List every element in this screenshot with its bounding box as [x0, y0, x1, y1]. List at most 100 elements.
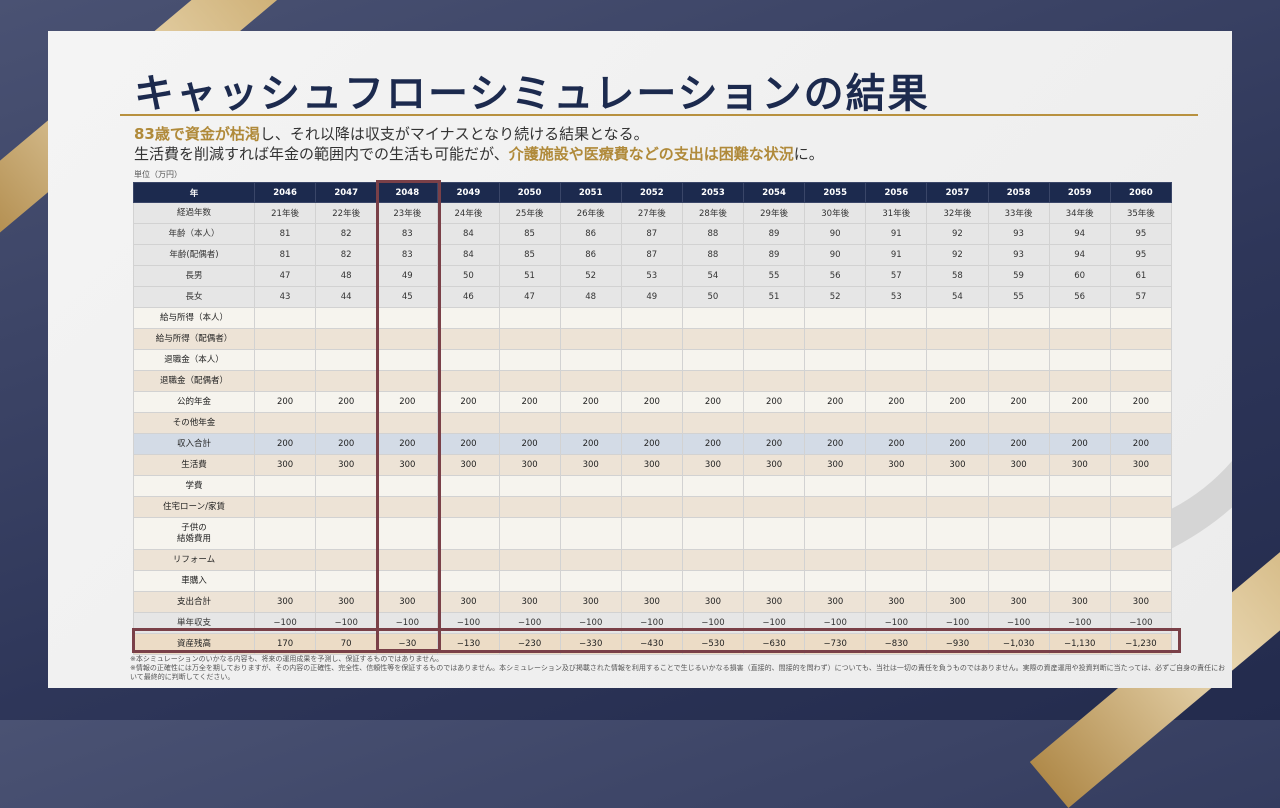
table-cell	[742, 496, 806, 518]
table-cell: −930	[926, 633, 989, 655]
table-cell: 85	[498, 223, 561, 245]
table-cell: 43	[253, 286, 317, 308]
table-cell: 28年後	[681, 202, 745, 224]
table-cell	[559, 549, 622, 571]
table-cell	[437, 496, 500, 518]
table-cell: 200	[926, 433, 989, 455]
table-cell: −100	[1109, 612, 1173, 634]
table-cell	[315, 549, 378, 571]
table-cell: 84	[437, 244, 500, 266]
table-cell: 22年後	[315, 202, 378, 224]
table-cell: 30年後	[804, 202, 867, 224]
table-cell: 300	[620, 591, 683, 613]
table-cell: 94	[1048, 244, 1111, 266]
table-cell	[987, 570, 1050, 592]
table-cell	[1109, 328, 1173, 350]
table-cell: −100	[437, 612, 500, 634]
table-cell: 300	[1048, 591, 1111, 613]
table-cell	[253, 307, 317, 329]
table-cell	[1109, 370, 1173, 392]
table-cell: 300	[253, 454, 317, 476]
table-cell	[620, 412, 683, 434]
table-cell: 200	[1048, 391, 1111, 413]
column-header: 2046	[253, 182, 317, 203]
table-cell	[559, 307, 622, 329]
table-cell: 83	[376, 244, 439, 266]
table-cell: 300	[804, 591, 867, 613]
table-cell	[315, 496, 378, 518]
table-cell	[1109, 549, 1173, 571]
table-cell	[376, 328, 439, 350]
table-cell	[865, 517, 928, 550]
footnote: ※情報の正確性には万全を期しておりますが、その内容の正確性、完全性、信頼性等を保…	[130, 664, 1226, 681]
table-cell	[315, 349, 378, 371]
table-cell: 300	[559, 591, 622, 613]
table-cell: −100	[559, 612, 622, 634]
table-row: 長男 47 48 49 50 51 52 53 54 55 56 57 58 59 60 61	[133, 265, 1173, 287]
table-cell	[865, 328, 928, 350]
table-cell: 45	[376, 286, 439, 308]
table-cell	[1048, 349, 1111, 371]
table-cell	[620, 549, 683, 571]
table-cell: 300	[1109, 454, 1173, 476]
table-cell: 29年後	[742, 202, 806, 224]
table-cell	[315, 412, 378, 434]
table-cell: 95	[1109, 244, 1173, 266]
footnote: ※本シミュレーションのいかなる内容も、将来の運用成果を予測し、保証するものではあ…	[130, 655, 444, 663]
table-row: 公的年金 200 200 200 200 200 200 200 200 200 200 200 200…	[133, 391, 1173, 413]
table-cell	[1109, 496, 1173, 518]
table-cell: −100	[1048, 612, 1111, 634]
table-cell: −100	[376, 612, 439, 634]
table-cell: 200	[315, 391, 378, 413]
table-cell: −1,030	[987, 633, 1050, 655]
table-cell	[681, 570, 745, 592]
table-cell	[498, 328, 561, 350]
table-cell: −630	[742, 633, 806, 655]
table-cell: 93	[987, 244, 1050, 266]
table-cell: 200	[987, 391, 1050, 413]
row-label: 資産残高	[133, 633, 255, 655]
table-cell: 59	[987, 265, 1050, 287]
column-header: 2054	[742, 182, 806, 203]
table-cell: 200	[742, 433, 806, 455]
table-cell	[376, 370, 439, 392]
column-header: 2059	[1048, 182, 1111, 203]
table-row: 年齢（本人） 81 82 83 84 85 86 87 88 89 90 91 92 93 94 95	[133, 223, 1173, 245]
table-cell: 300	[376, 591, 439, 613]
table-cell: 27年後	[620, 202, 683, 224]
table-cell	[376, 570, 439, 592]
table-cell: 53	[865, 286, 928, 308]
table-cell	[926, 412, 989, 434]
table-cell: −330	[559, 633, 622, 655]
table-cell: 170	[253, 633, 317, 655]
table-row: 住宅ローン/家賃	[133, 496, 1173, 518]
table-cell: −100	[681, 612, 745, 634]
table-cell	[498, 549, 561, 571]
table-cell	[376, 307, 439, 329]
column-header: 年	[133, 182, 255, 203]
row-label: 長男	[133, 265, 255, 287]
table-cell: 82	[315, 244, 378, 266]
table-cell	[987, 475, 1050, 497]
table-cell: −100	[987, 612, 1050, 634]
table-cell: 300	[1109, 591, 1173, 613]
table-cell: 300	[926, 454, 989, 476]
table-cell: −1,230	[1109, 633, 1173, 655]
table-cell: 200	[315, 433, 378, 455]
table-cell	[253, 549, 317, 571]
table-cell: 200	[253, 391, 317, 413]
table-cell: 300	[681, 454, 745, 476]
table-row: 経過年数 21年後 22年後 23年後 24年後 25年後 26年後 27年後 28年後 29年後…	[133, 202, 1173, 224]
table-row: 退職金（配偶者）	[133, 370, 1173, 392]
table-cell: 21年後	[253, 202, 317, 224]
row-label: 経過年数	[133, 202, 255, 224]
table-cell: 200	[681, 433, 745, 455]
table-cell: 200	[253, 433, 317, 455]
row-label: 年齢（本人）	[133, 223, 255, 245]
table-row: 学費	[133, 475, 1173, 497]
table-cell	[926, 475, 989, 497]
table-cell	[376, 412, 439, 434]
table-cell: 60	[1048, 265, 1111, 287]
table-cell: 34年後	[1048, 202, 1111, 224]
table-cell: 300	[498, 591, 561, 613]
